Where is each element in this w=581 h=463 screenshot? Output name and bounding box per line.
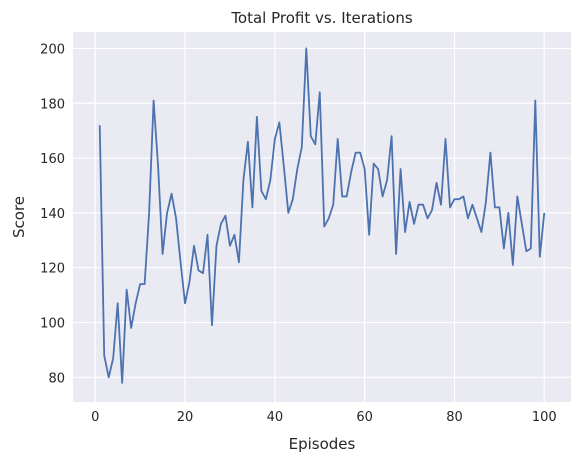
y-gridlines bbox=[73, 47, 571, 378]
y-tick-label: 140 bbox=[40, 207, 65, 222]
y-tick-label: 200 bbox=[40, 42, 65, 57]
x-axis-title: Episodes bbox=[289, 435, 356, 453]
x-tick-label: 20 bbox=[177, 410, 194, 425]
x-tick-label: 0 bbox=[91, 410, 99, 425]
x-tick-label: 40 bbox=[267, 410, 284, 425]
y-tick-label: 80 bbox=[48, 371, 65, 386]
chart-title: Total Profit vs. Iterations bbox=[230, 9, 413, 27]
y-axis-title: Score bbox=[10, 196, 28, 238]
x-tick-label: 60 bbox=[356, 410, 373, 425]
y-tick-labels: 80 100 120 140 160 180 200 bbox=[40, 42, 65, 386]
x-tick-labels: 0 20 40 60 80 100 bbox=[91, 410, 557, 425]
series-line bbox=[98, 47, 546, 384]
y-tick-label: 160 bbox=[40, 152, 65, 167]
x-tick-label: 80 bbox=[446, 410, 463, 425]
y-tick-label: 120 bbox=[40, 262, 65, 277]
y-tick-label: 100 bbox=[40, 317, 65, 332]
y-tick-label: 180 bbox=[40, 97, 65, 112]
x-tick-label: 100 bbox=[532, 410, 557, 425]
plot-area-background bbox=[73, 32, 571, 402]
